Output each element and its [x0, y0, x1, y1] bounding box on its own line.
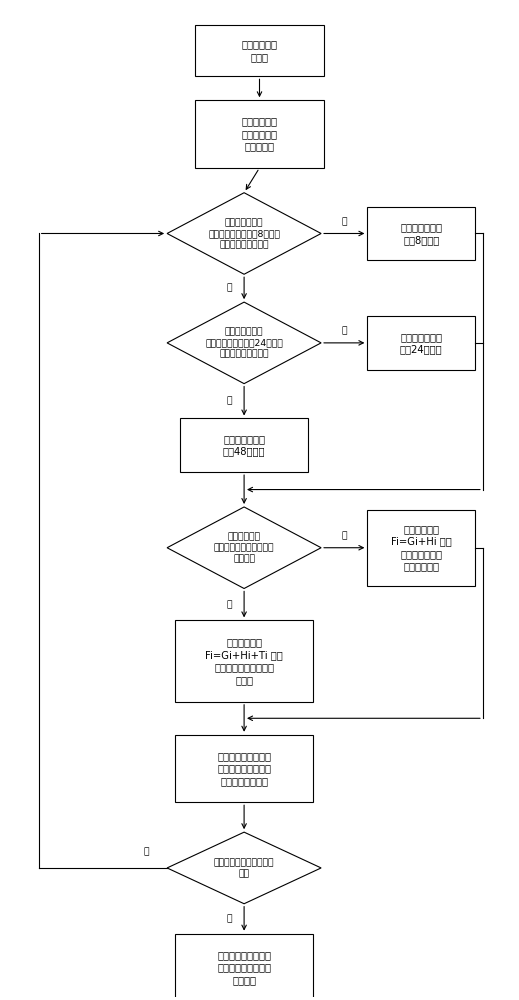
Text: 否: 否 — [227, 284, 233, 293]
Text: 将起点至终点的路径
点顺序连接得到最优
行驶路径: 将起点至终点的路径 点顺序连接得到最优 行驶路径 — [217, 950, 271, 985]
Text: 根据障碍物分
布确定每个栅
格通行状态: 根据障碍物分 布确定每个栅 格通行状态 — [241, 117, 278, 151]
Text: 是: 是 — [342, 326, 347, 335]
Text: 搜索范围设置为
相邻8个栅格: 搜索范围设置为 相邻8个栅格 — [400, 222, 442, 245]
Text: 当前机器人所
在栅格是否为机器人行驶
起始栅格: 当前机器人所 在栅格是否为机器人行驶 起始栅格 — [214, 532, 275, 563]
FancyBboxPatch shape — [180, 418, 308, 472]
FancyBboxPatch shape — [175, 620, 313, 702]
FancyBboxPatch shape — [367, 207, 475, 260]
Polygon shape — [167, 832, 321, 904]
Text: 搜索范围设置为
相邻48个栅格: 搜索范围设置为 相邻48个栅格 — [223, 434, 265, 457]
Polygon shape — [167, 193, 321, 274]
FancyBboxPatch shape — [175, 934, 313, 1000]
FancyBboxPatch shape — [175, 735, 313, 802]
Text: 是: 是 — [342, 531, 347, 540]
FancyBboxPatch shape — [195, 100, 324, 168]
Text: 构建正方形栅
格地图: 构建正方形栅 格地图 — [241, 39, 278, 62]
Polygon shape — [167, 507, 321, 589]
Text: 下一路径点是否为路径的
终点: 下一路径点是否为路径的 终点 — [214, 858, 275, 878]
Polygon shape — [167, 302, 321, 384]
Text: 以当前机器人所
在位置为中心，相邻24个栅格
是否存在可通行栅格: 以当前机器人所 在位置为中心，相邻24个栅格 是否存在可通行栅格 — [205, 327, 283, 358]
Text: 搜索范围设置为
相邻24个栅格: 搜索范围设置为 相邻24个栅格 — [400, 332, 443, 354]
FancyBboxPatch shape — [195, 25, 324, 76]
Text: 否: 否 — [227, 600, 233, 609]
FancyBboxPatch shape — [367, 316, 475, 370]
Text: 利用评价函数
Fi=Gi+Hi+Ti 计算
搜索范围内每个栅格的
评价值: 利用评价函数 Fi=Gi+Hi+Ti 计算 搜索范围内每个栅格的 评价值 — [205, 638, 283, 685]
Text: 是: 是 — [227, 914, 233, 923]
Text: 利用评价函数
Fi=Gi+Hi 计算
搜索范围内每个
栅格的评价值: 利用评价函数 Fi=Gi+Hi 计算 搜索范围内每个 栅格的评价值 — [391, 524, 452, 571]
Text: 搜索范围内评价值最
小的栅格作为机器人
行驶的下一路径点: 搜索范围内评价值最 小的栅格作为机器人 行驶的下一路径点 — [217, 751, 271, 786]
Text: 以当前机器人所
在位置为中心，相邻8个栅格
是否存在可通行栅格: 以当前机器人所 在位置为中心，相邻8个栅格 是否存在可通行栅格 — [208, 218, 280, 249]
FancyBboxPatch shape — [367, 510, 475, 586]
Text: 否: 否 — [227, 397, 233, 406]
Text: 否: 否 — [144, 848, 149, 857]
Text: 是: 是 — [342, 217, 347, 226]
